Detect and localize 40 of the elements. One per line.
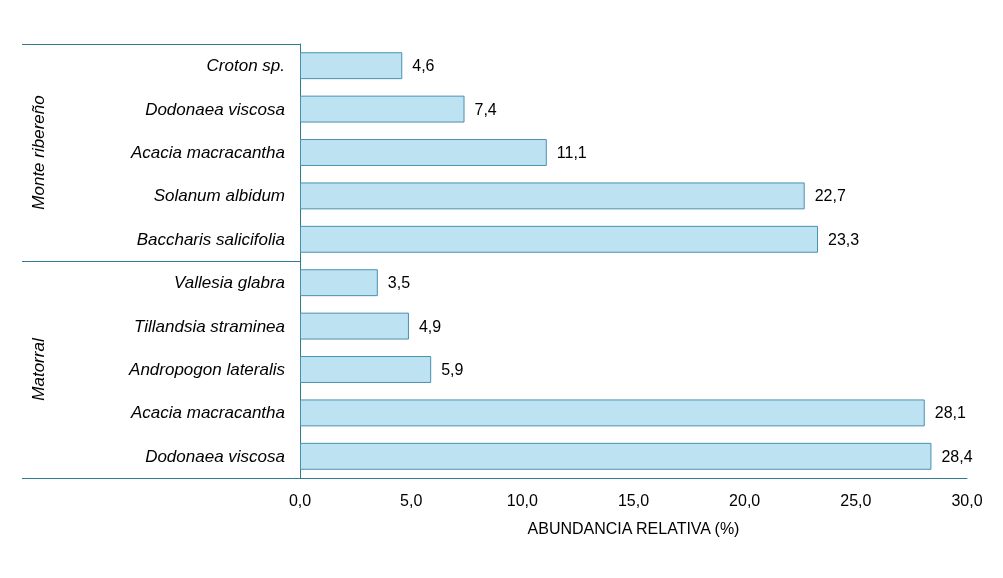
bar [300, 269, 378, 297]
bar [300, 225, 819, 253]
y-tick-label: Acacia macracantha [129, 143, 285, 162]
data-label: 23,3 [828, 230, 860, 248]
x-tick-label: 25,0 [840, 491, 872, 509]
bar [300, 312, 409, 340]
x-tick-label: 20,0 [729, 491, 761, 509]
text: Matorral [28, 337, 48, 401]
x-tick-label: 5,0 [400, 491, 423, 509]
data-label: 28,4 [941, 447, 973, 465]
y-tick-label: Solanum albidum [153, 186, 285, 206]
data-label: 3,5 [387, 274, 411, 292]
x-axis-title: ABUNDANCIA RELATIVA (%) [527, 519, 740, 537]
y-tick-label: Baccharis salicifolia [136, 229, 285, 249]
x-tick-label: 0,0 [288, 491, 312, 509]
bar [300, 442, 932, 470]
data-label: 11,1 [556, 144, 587, 161]
y-tick-label: Croton sp. [206, 56, 285, 76]
bar [300, 182, 805, 210]
data-label: 4,6 [412, 57, 435, 75]
y-tick-label: Andropogon lateralis [128, 360, 286, 379]
data-label: 28,1 [934, 404, 966, 422]
bar [300, 356, 432, 383]
x-tick-label: 30,0 [951, 491, 983, 509]
bar [300, 139, 547, 166]
data-label: 5,9 [441, 361, 464, 378]
data-label: 22,7 [814, 187, 846, 205]
bar [300, 95, 465, 123]
bar [300, 399, 925, 427]
bar [300, 52, 403, 80]
x-tick-label: 10,0 [506, 491, 539, 509]
y-tick-label: Tillandsia straminea [133, 316, 285, 336]
y-tick-label: Dodonaea viscosa [145, 446, 285, 466]
y-tick-label: Dodonaea viscosa [145, 99, 285, 119]
data-label: 4,9 [418, 317, 442, 335]
data-label: 7,4 [474, 100, 497, 118]
y-tick-label: Vallesia glabra [174, 273, 285, 293]
y-tick-label: Acacia macracantha [129, 403, 285, 423]
x-tick-label: 15,0 [617, 491, 650, 509]
text: Monte ribereño [28, 95, 48, 210]
